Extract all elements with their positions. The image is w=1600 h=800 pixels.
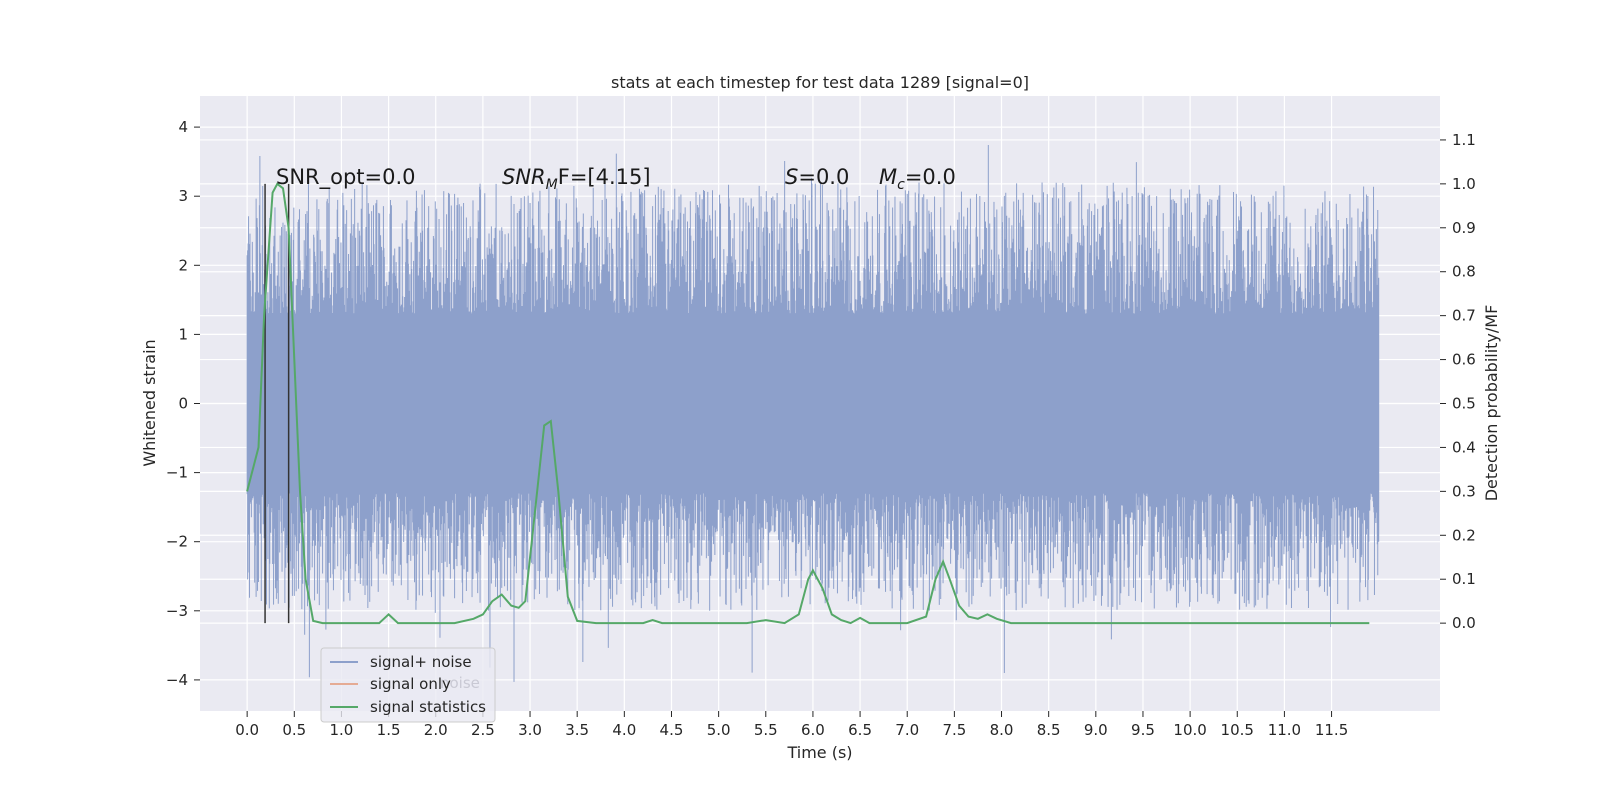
annotation-snr-mf-sub: M [546,177,558,193]
x-tick-label: 11.5 [1315,721,1348,739]
x-tick-label: 10.0 [1173,721,1206,739]
x-tick-label: 7.5 [942,721,966,739]
y-tick-label-left: −2 [166,533,188,551]
signal-statistics-line [246,182,1370,625]
y-tick-label-left: 3 [178,187,188,205]
x-tick-label: 2.5 [471,721,495,739]
y-axis-left: 4 3 2 1 0 −1 −2 −3 −4 [166,118,200,689]
noise-trace [246,145,1380,682]
annotation-mc-main: M [879,165,897,189]
annotation-s: S=0.0 [785,165,849,189]
legend-label-signal-plus-noise: signal+ noise [370,653,472,671]
annotation-mc-rest: =0.0 [905,165,956,189]
x-tick-label: 0.5 [282,721,306,739]
annotation-s-rest: =0.0 [798,165,849,189]
x-tick-label: 7.0 [895,721,919,739]
legend-hidden-text: noise [440,674,480,692]
annotation-snr-mf-rest: F=[4.15] [558,165,651,189]
legend: noise signal+ noise signal only signal s… [320,647,496,723]
annotation-snr-mf-main: SNR [502,165,546,189]
x-tick-label: 8.5 [1037,721,1061,739]
x-tick-label: 1.0 [330,721,354,739]
y-tick-label-left: 1 [178,325,188,343]
x-tick-label: 8.0 [990,721,1014,739]
y-tick-label-right: 0.8 [1452,263,1476,281]
x-tick-label: 6.5 [848,721,872,739]
x-tick-label: 5.0 [707,721,731,739]
x-tick-label: 9.5 [1131,721,1155,739]
y-tick-label-left: −4 [166,671,188,689]
y-axis-label-right: Detection probability/MF [1482,305,1501,502]
x-tick-label: 0.0 [235,721,259,739]
x-tick-label: 1.5 [377,721,401,739]
annotation-snr-opt: SNR_opt=0.0 [276,165,416,190]
y-axis-right: 1.1 1.0 0.9 0.8 0.7 0.6 0.5 0.4 0.3 0.2 0.1 0.0 [1440,131,1476,632]
x-tick-label: 4.5 [660,721,684,739]
legend-box [320,647,496,723]
legend-label-signal-statistics: signal statistics [370,698,486,716]
y-tick-label-left: 2 [178,256,188,274]
y-tick-label-right: 0.2 [1452,526,1476,544]
y-tick-label-left: −3 [166,602,188,620]
x-tick-label: 5.5 [754,721,778,739]
marker-lines [264,183,290,624]
y-tick-label-right: 0.5 [1452,395,1476,413]
y-tick-label-right: 0.4 [1452,438,1476,456]
x-tick-label: 9.0 [1084,721,1108,739]
y-tick-label-right: 0.6 [1452,351,1476,369]
y-tick-label-left: 4 [178,118,188,136]
series-signal-plus-noise [246,145,1380,682]
y-tick-label-left: −1 [166,464,188,482]
y-tick-label-right: 1.0 [1452,175,1476,193]
x-axis-label: Time (s) [786,743,852,762]
x-tick-label: 4.0 [612,721,636,739]
x-tick-label: 3.0 [518,721,542,739]
x-tick-label: 10.5 [1221,721,1254,739]
annotation-mc: Mc=0.0 [879,165,956,193]
x-tick-label: 11.0 [1268,721,1301,739]
y-tick-label-right: 0.0 [1452,614,1476,632]
x-tick-label: 3.5 [565,721,589,739]
y-tick-label-right: 0.1 [1452,570,1476,588]
chart-title: stats at each timestep for test data 128… [611,73,1029,92]
annotations: SNR_opt=0.0 SNRMF=[4.15] S=0.0 Mc=0.0 [276,165,956,193]
y-tick-label-right: 0.9 [1452,219,1476,237]
y-tick-label-right: 1.1 [1452,131,1476,149]
series-signal-statistics [246,182,1370,625]
x-tick-label: 6.0 [801,721,825,739]
y-tick-label-right: 0.3 [1452,482,1476,500]
annotation-s-main: S [785,165,798,189]
annotation-snr-mf: SNRMF=[4.15] [502,165,651,193]
legend-label-signal-only: signal only [370,675,451,693]
x-axis: 0.0 0.5 1.0 1.5 2.0 2.5 3.0 3.5 4.0 4.5 5.0 5.5 6.0 6… [235,711,1348,739]
x-tick-label: 2.0 [424,721,448,739]
y-tick-label-right: 0.7 [1452,307,1476,325]
annotation-mc-sub: c [897,177,905,193]
y-axis-label-left: Whitened strain [140,339,159,466]
y-tick-label-left: 0 [178,395,188,413]
